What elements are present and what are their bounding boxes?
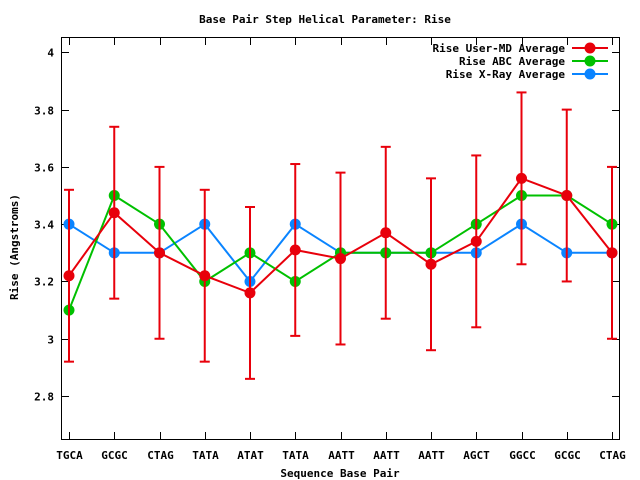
y-tick-label: 3.4 <box>34 219 54 232</box>
data-point <box>335 253 346 265</box>
x-tick-label: AATT <box>328 449 355 462</box>
series-layer <box>63 91 618 380</box>
x-tick-label: CTAG <box>599 449 626 462</box>
x-tick-label: GCGC <box>554 449 581 462</box>
data-point <box>516 172 527 184</box>
x-tick-label: GGCC <box>509 449 536 462</box>
data-point <box>561 190 573 202</box>
data-point <box>199 270 211 282</box>
legend-label: Rise ABC Average <box>459 55 565 68</box>
legend-marker <box>584 55 596 67</box>
plot-frame <box>61 37 620 440</box>
legend-label: Rise User-MD Average <box>433 42 566 55</box>
x-tick-label: GCGC <box>101 449 128 462</box>
data-point <box>108 207 120 219</box>
x-tick-label: TATA <box>192 449 219 462</box>
y-axis-ticks: 2.8 3 3.2 3.4 3.6 3.8 4 <box>34 47 619 404</box>
data-point <box>470 235 482 247</box>
y-tick-label: 4 <box>47 47 54 60</box>
data-point <box>244 287 256 299</box>
x-tick-label: TATA <box>282 449 309 462</box>
data-point <box>63 270 75 282</box>
data-point <box>154 247 165 259</box>
y-tick-label: 3.2 <box>34 276 54 289</box>
x-tick-label: AGCT <box>463 449 490 462</box>
legend-marker <box>584 42 596 54</box>
y-axis-label: Rise (Angstroms) <box>8 194 21 300</box>
x-tick-label: ATAT <box>237 449 264 462</box>
data-point <box>289 244 301 256</box>
data-point <box>425 258 437 270</box>
y-tick-label: 3.6 <box>34 162 54 175</box>
y-tick-label: 3.8 <box>34 105 54 118</box>
x-tick-label: AATT <box>373 449 400 462</box>
data-point <box>380 227 392 239</box>
y-tick-label: 2.8 <box>34 391 54 404</box>
legend-label: Rise X-Ray Average <box>446 68 566 81</box>
x-tick-label: AATT <box>418 449 445 462</box>
x-axis-ticks: TGCA GCGC CTAG TATA ATAT TATA AATT AATT AATT AGCT… <box>56 38 626 462</box>
chart-title: Base Pair Step Helical Parameter: Rise <box>199 13 451 26</box>
legend-marker <box>584 68 596 80</box>
y-tick-label: 3 <box>47 334 54 347</box>
x-axis-label: Sequence Base Pair <box>280 467 400 480</box>
data-point <box>606 247 618 259</box>
x-tick-label: CTAG <box>147 449 174 462</box>
series-1 <box>63 91 618 380</box>
x-tick-label: TGCA <box>56 449 83 462</box>
